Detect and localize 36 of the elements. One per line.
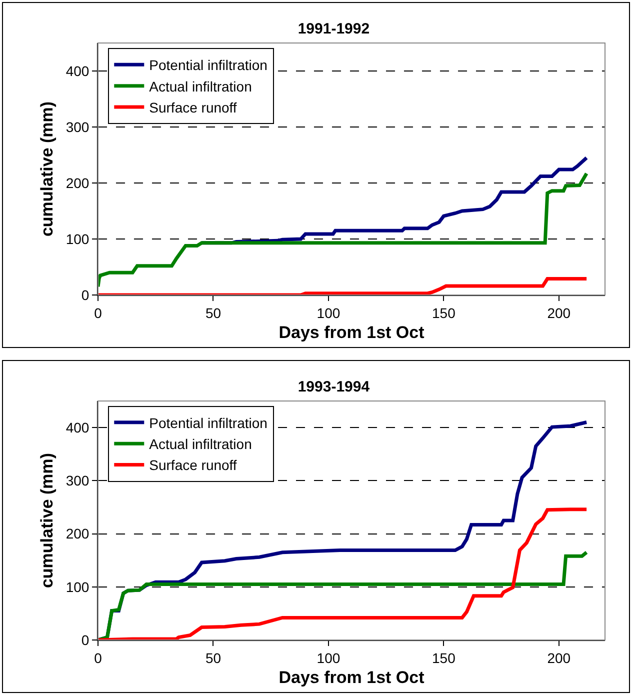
y-tick-label: 400	[66, 419, 90, 436]
x-tick-label: 50	[205, 650, 222, 666]
line-series	[98, 550, 588, 640]
x-tick-label: 150	[432, 304, 456, 321]
y-tick-label: 300	[66, 472, 90, 489]
x-tick-label: 0	[94, 650, 102, 666]
y-tick-label: 400	[66, 62, 90, 79]
x-tick-label: 50	[205, 304, 222, 321]
y-tick-label: 0	[81, 286, 90, 303]
chart-title: 1991-1992	[298, 20, 370, 38]
y-axis-title: cumulative (mm)	[37, 101, 56, 237]
x-tick-label: 200	[547, 650, 571, 666]
x-tick-label: 200	[547, 304, 571, 321]
y-axis-title: cumulative (mm)	[37, 452, 56, 588]
legend-label: Actual infiltration	[149, 78, 252, 94]
y-tick-label: 200	[66, 174, 90, 191]
x-axis-title: Days from 1st Oct	[278, 668, 425, 688]
legend-label: Surface runoff	[149, 457, 237, 474]
chart-title: 1993-1994	[298, 378, 370, 396]
legend-label: Actual infiltration	[149, 436, 252, 452]
x-tick-label: 100	[316, 304, 340, 321]
x-tick-label: 100	[316, 650, 340, 666]
y-tick-label: 200	[66, 526, 90, 542]
y-tick-label: 0	[81, 632, 90, 648]
y-tick-label: 300	[66, 118, 90, 135]
x-tick-label: 0	[94, 304, 102, 321]
y-tick-label: 100	[66, 230, 90, 247]
line-series	[98, 508, 588, 640]
legend-label: Surface runoff	[149, 100, 237, 116]
legend-label: Potential infiltration	[149, 57, 268, 74]
line-series	[98, 172, 588, 288]
x-tick-label: 150	[432, 650, 456, 666]
line-series	[98, 277, 588, 295]
x-axis-title: Days from 1st Oct	[278, 323, 425, 342]
legend-label: Potential infiltration	[149, 414, 268, 431]
y-tick-label: 100	[66, 578, 90, 595]
